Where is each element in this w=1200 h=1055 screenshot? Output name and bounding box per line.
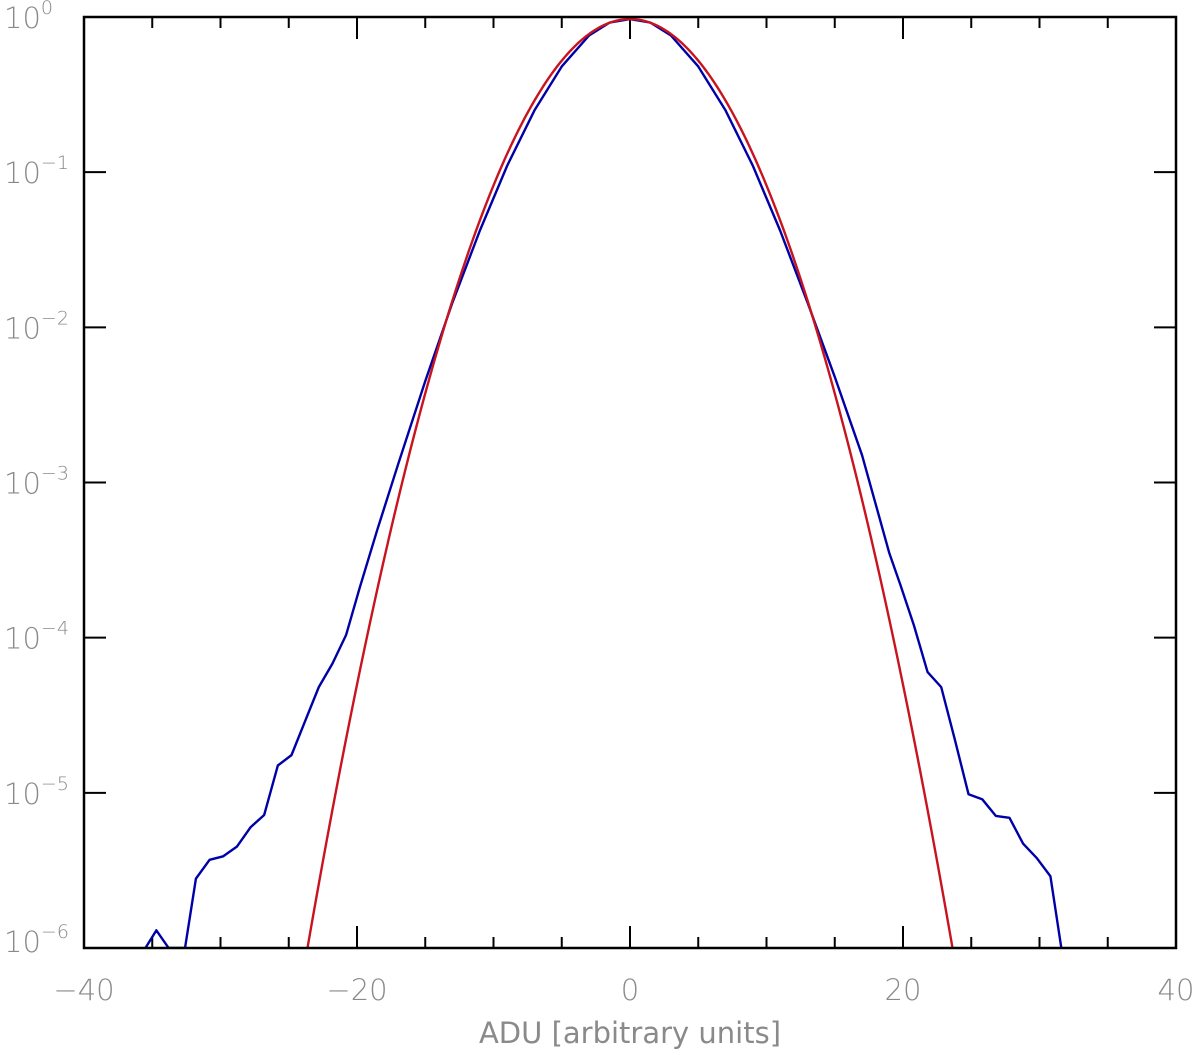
axis-ticks — [83, 16, 1177, 949]
y-tick-label: 10−1 — [4, 152, 69, 190]
x-tick-label: −40 — [53, 973, 114, 1007]
x-tick-label: 40 — [1158, 973, 1195, 1007]
series-group — [144, 17, 1063, 948]
x-axis-label: ADU [arbitrary units] — [479, 1016, 781, 1050]
y-tick-label: 100 — [4, 0, 53, 35]
plot-border — [82, 15, 1178, 950]
y-tick-label: 10−5 — [4, 773, 69, 811]
x-tick-labels: −40 −20 0 20 40 — [53, 973, 1194, 1007]
plot-frame-rect — [82, 15, 1178, 950]
y-tick-labels: 100 10−1 10−2 10−3 10−4 10−5 10−6 — [4, 0, 69, 959]
x-tick-label: 0 — [621, 973, 639, 1007]
y-tick-label: 10−2 — [4, 307, 69, 345]
series-line-2 — [306, 17, 954, 948]
y-tick-label: 10−4 — [4, 618, 69, 656]
x-tick-label: 20 — [885, 973, 922, 1007]
y-tick-label: 10−3 — [4, 463, 69, 501]
series-line-1 — [144, 17, 1063, 948]
x-tick-label: −20 — [326, 973, 387, 1007]
y-tick-label: 10−6 — [4, 921, 69, 959]
